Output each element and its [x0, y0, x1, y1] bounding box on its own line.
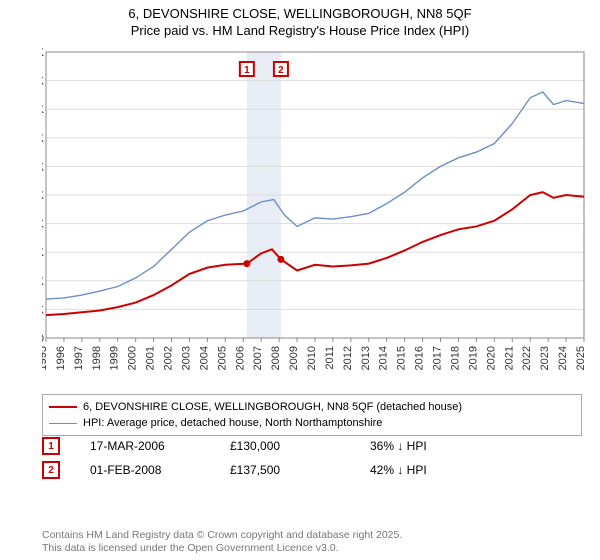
price-chart: £0 £50K £100K £150K £200K £250K £300K £350K £400…	[42, 48, 590, 378]
chart-title: 6, DEVONSHIRE CLOSE, WELLINGBOROUGH, NN8…	[0, 0, 600, 40]
svg-text:2016: 2016	[414, 346, 426, 370]
footer-line1: Contains HM Land Registry data © Crown c…	[42, 529, 582, 543]
svg-text:2008: 2008	[270, 346, 282, 370]
svg-text:£500K: £500K	[42, 48, 45, 59]
svg-text:£200K: £200K	[42, 219, 45, 231]
legend-item: HPI: Average price, detached house, Nort…	[49, 415, 575, 431]
svg-text:2003: 2003	[180, 346, 192, 370]
sale-badge: 1	[42, 437, 60, 455]
legend: 6, DEVONSHIRE CLOSE, WELLINGBOROUGH, NN8…	[42, 394, 582, 436]
sale-date: 17-MAR-2006	[90, 439, 230, 453]
svg-text:£400K: £400K	[42, 104, 45, 116]
svg-text:£300K: £300K	[42, 161, 45, 173]
svg-text:2011: 2011	[324, 346, 336, 370]
sale-delta: 42% ↓ HPI	[370, 463, 510, 477]
svg-text:2005: 2005	[216, 346, 228, 370]
svg-text:1998: 1998	[91, 346, 103, 370]
legend-swatch	[49, 423, 77, 424]
sales-table: 1 17-MAR-2006 £130,000 36% ↓ HPI 2 01-FE…	[42, 434, 582, 482]
svg-text:£450K: £450K	[42, 76, 45, 88]
svg-text:2019: 2019	[467, 346, 479, 370]
svg-text:2000: 2000	[127, 346, 139, 370]
footer: Contains HM Land Registry data © Crown c…	[42, 529, 582, 556]
svg-text:2010: 2010	[306, 346, 318, 370]
svg-text:£0: £0	[42, 333, 44, 345]
legend-swatch	[49, 406, 77, 408]
sale-date: 01-FEB-2008	[90, 463, 230, 477]
svg-text:2015: 2015	[396, 346, 408, 370]
svg-text:2009: 2009	[288, 346, 300, 370]
svg-text:2007: 2007	[252, 346, 264, 370]
legend-label: HPI: Average price, detached house, Nort…	[83, 417, 382, 429]
sale-price: £137,500	[230, 463, 370, 477]
svg-text:1999: 1999	[109, 346, 121, 370]
svg-text:2014: 2014	[378, 346, 390, 370]
svg-text:2022: 2022	[521, 346, 533, 370]
svg-text:1997: 1997	[73, 346, 85, 370]
svg-text:1: 1	[244, 65, 250, 76]
svg-text:2021: 2021	[503, 346, 515, 370]
svg-text:2013: 2013	[360, 346, 372, 370]
footer-line2: This data is licensed under the Open Gov…	[42, 542, 582, 556]
svg-text:1996: 1996	[55, 346, 67, 370]
sale-price: £130,000	[230, 439, 370, 453]
title-line2: Price paid vs. HM Land Registry's House …	[0, 23, 600, 40]
svg-text:2017: 2017	[432, 346, 444, 370]
sale-row: 1 17-MAR-2006 £130,000 36% ↓ HPI	[42, 434, 582, 458]
svg-text:2012: 2012	[342, 346, 354, 370]
legend-item: 6, DEVONSHIRE CLOSE, WELLINGBOROUGH, NN8…	[49, 399, 575, 415]
svg-text:2025: 2025	[575, 346, 587, 370]
svg-text:£350K: £350K	[42, 133, 45, 145]
svg-text:2018: 2018	[449, 346, 461, 370]
svg-text:2004: 2004	[198, 346, 210, 370]
svg-text:2002: 2002	[163, 346, 175, 370]
legend-label: 6, DEVONSHIRE CLOSE, WELLINGBOROUGH, NN8…	[83, 401, 462, 413]
svg-text:2001: 2001	[145, 346, 157, 370]
svg-text:£150K: £150K	[42, 247, 45, 259]
svg-text:2: 2	[278, 65, 284, 76]
svg-text:£250K: £250K	[42, 190, 45, 202]
svg-text:£100K: £100K	[42, 276, 45, 288]
sale-row: 2 01-FEB-2008 £137,500 42% ↓ HPI	[42, 458, 582, 482]
svg-text:2023: 2023	[539, 346, 551, 370]
svg-text:2006: 2006	[234, 346, 246, 370]
svg-text:£50K: £50K	[42, 304, 45, 316]
sale-badge: 2	[42, 461, 60, 479]
svg-text:2024: 2024	[557, 346, 569, 370]
title-line1: 6, DEVONSHIRE CLOSE, WELLINGBOROUGH, NN8…	[0, 6, 600, 23]
sale-delta: 36% ↓ HPI	[370, 439, 510, 453]
svg-text:1995: 1995	[42, 346, 49, 370]
svg-text:2020: 2020	[485, 346, 497, 370]
